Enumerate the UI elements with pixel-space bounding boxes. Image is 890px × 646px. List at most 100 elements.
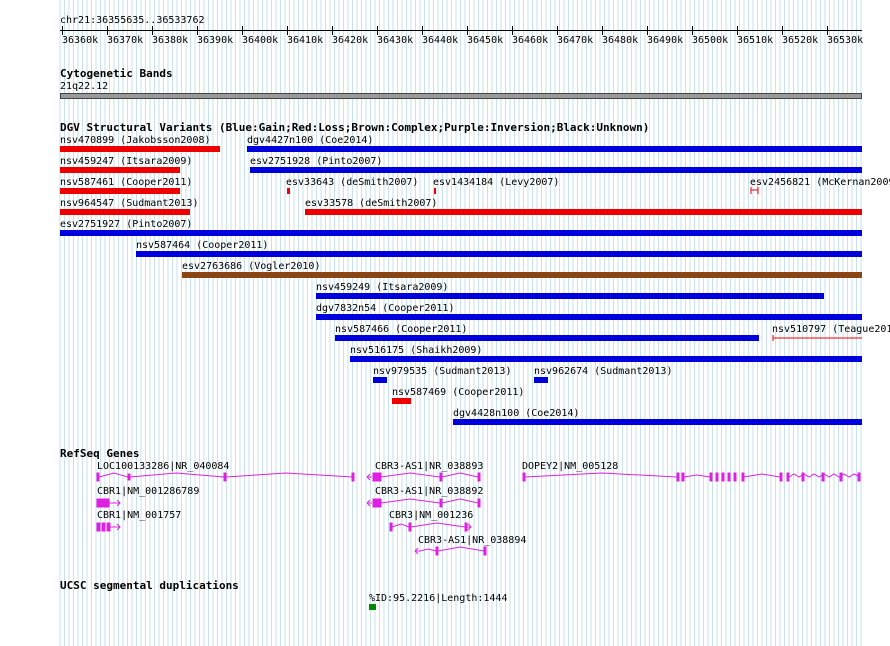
ruler-tick-label: 36360k xyxy=(62,35,99,46)
variant-bar[interactable] xyxy=(335,335,759,341)
variant-label: esv2751927 (Pinto2007) xyxy=(60,219,193,230)
variant-bar[interactable] xyxy=(287,188,290,194)
track-title-refseq[interactable]: RefSeq Genes xyxy=(60,447,140,460)
variant-bar[interactable] xyxy=(453,419,862,425)
variant-bar[interactable] xyxy=(750,186,762,196)
ruler-tick-label: 36490k xyxy=(647,35,684,46)
variant-label: esv2763686 (Vogler2010) xyxy=(182,261,321,272)
ruler-tick xyxy=(107,26,108,35)
variant-label: nsv979535 (Sudmant2013) xyxy=(373,366,512,377)
ruler-tick xyxy=(242,26,243,35)
ruler-tick xyxy=(377,26,378,35)
gene-label: CBR3-AS1|NR_038893 xyxy=(375,461,484,472)
variant-bar[interactable] xyxy=(392,398,411,404)
variant-label: esv1434184 (Levy2007) xyxy=(433,177,560,188)
gene-model[interactable] xyxy=(366,496,486,510)
gene-label: CBR1|NM_001286789 xyxy=(97,486,200,497)
variant-bar[interactable] xyxy=(534,377,548,383)
variant-bar[interactable] xyxy=(60,188,180,194)
variant-bar[interactable] xyxy=(434,188,436,194)
gene-model[interactable] xyxy=(96,520,126,534)
variant-label: nsv962674 (Sudmant2013) xyxy=(534,366,673,377)
variant-label: nsv964547 (Sudmant2013) xyxy=(60,198,199,209)
segdup-bar[interactable] xyxy=(369,604,376,610)
gene-label: CBR3|NM_001236 xyxy=(389,510,474,521)
ruler-tick xyxy=(647,26,648,35)
variant-bar[interactable] xyxy=(60,209,190,215)
variant-label: nsv587469 (Cooper2011) xyxy=(392,387,525,398)
variant-bar[interactable] xyxy=(60,146,220,152)
ruler-tick-label: 36400k xyxy=(242,35,279,46)
ruler-tick xyxy=(827,26,828,35)
ruler-tick-label: 36470k xyxy=(557,35,594,46)
variant-label: esv33643 (deSmith2007) xyxy=(286,177,419,188)
ruler-tick-label: 36370k xyxy=(107,35,144,46)
ruler-tick xyxy=(197,26,198,35)
ruler-tick xyxy=(467,26,468,35)
location-label: chr21:36355635..36533762 xyxy=(60,15,205,26)
variant-label: nsv587461 (Cooper2011) xyxy=(60,177,193,188)
ruler-tick-label: 36520k xyxy=(782,35,819,46)
variant-bar[interactable] xyxy=(247,146,862,152)
cytoband-label: 21q22.12 xyxy=(60,81,109,92)
gene-label: LOC100133286|NR_040084 xyxy=(97,461,230,472)
variant-label: nsv587466 (Cooper2011) xyxy=(335,324,468,335)
variant-bar[interactable] xyxy=(60,167,180,173)
ruler-tick-label: 36380k xyxy=(152,35,189,46)
variant-bar[interactable] xyxy=(373,377,387,383)
variant-label: nsv516175 (Shaikh2009) xyxy=(350,345,483,356)
ruler-tick xyxy=(332,26,333,35)
variant-bar[interactable] xyxy=(772,334,862,342)
ruler-tick-label: 36530k xyxy=(827,35,864,46)
variant-bar[interactable] xyxy=(182,272,862,278)
variant-label: esv2456821 (McKernan2009) xyxy=(750,177,890,188)
gene-model[interactable] xyxy=(96,496,126,510)
variant-label: nsv470899 (Jakobsson2008) xyxy=(60,135,211,146)
ruler-tick xyxy=(737,26,738,35)
ruler-tick-label: 36460k xyxy=(512,35,549,46)
gene-model[interactable] xyxy=(414,544,490,558)
gene-model[interactable] xyxy=(522,470,862,484)
ruler-tick xyxy=(152,26,153,35)
variant-label: nsv587464 (Cooper2011) xyxy=(136,240,269,251)
ruler: 36360k 36370k 36380k 36390k 36400k 36410k 3642… xyxy=(0,0,890,50)
variant-label: nsv510797 (Teague2010) xyxy=(772,324,890,335)
variant-bar[interactable] xyxy=(60,230,862,236)
ruler-tick-label: 36430k xyxy=(377,35,414,46)
variant-bar[interactable] xyxy=(136,251,862,257)
ruler-tick-label: 36480k xyxy=(602,35,639,46)
variant-bar[interactable] xyxy=(350,356,862,362)
cytoband-bar[interactable] xyxy=(60,93,862,99)
ruler-tick-label: 36450k xyxy=(467,35,504,46)
gene-model[interactable] xyxy=(96,470,356,484)
ruler-tick-label: 36510k xyxy=(737,35,774,46)
track-title-segdup[interactable]: UCSC segmental duplications xyxy=(60,579,239,592)
variant-bar[interactable] xyxy=(305,209,862,215)
gene-model[interactable] xyxy=(366,470,486,484)
ruler-tick xyxy=(512,26,513,35)
variant-label: esv2751928 (Pinto2007) xyxy=(250,156,383,167)
variant-bar[interactable] xyxy=(316,293,824,299)
gene-model[interactable] xyxy=(389,520,473,534)
ruler-tick xyxy=(422,26,423,35)
variant-label: nsv459249 (Itsara2009) xyxy=(316,282,449,293)
gene-label: DOPEY2|NM_005128 xyxy=(522,461,619,472)
variant-bar[interactable] xyxy=(250,167,862,173)
ruler-tick xyxy=(287,26,288,35)
variant-label: nsv459247 (Itsara2009) xyxy=(60,156,193,167)
ruler-tick-label: 36500k xyxy=(692,35,729,46)
gene-label: CBR1|NM_001757 xyxy=(97,510,182,521)
variant-bar[interactable] xyxy=(316,314,862,320)
ruler-axis xyxy=(60,30,862,31)
ruler-tick xyxy=(692,26,693,35)
ruler-tick xyxy=(602,26,603,35)
track-title-dgv[interactable]: DGV Structural Variants (Blue:Gain;Red:L… xyxy=(60,121,650,134)
ruler-tick-label: 36420k xyxy=(332,35,369,46)
ruler-tick-label: 36390k xyxy=(197,35,234,46)
variant-label: dgv4427n100 (Coe2014) xyxy=(247,135,374,146)
ruler-tick-label: 36440k xyxy=(422,35,459,46)
variant-label: esv33578 (deSmith2007) xyxy=(305,198,438,209)
track-title-cytobands[interactable]: Cytogenetic Bands xyxy=(60,67,173,80)
gene-label: CBR3-AS1|NR_038894 xyxy=(418,535,527,546)
